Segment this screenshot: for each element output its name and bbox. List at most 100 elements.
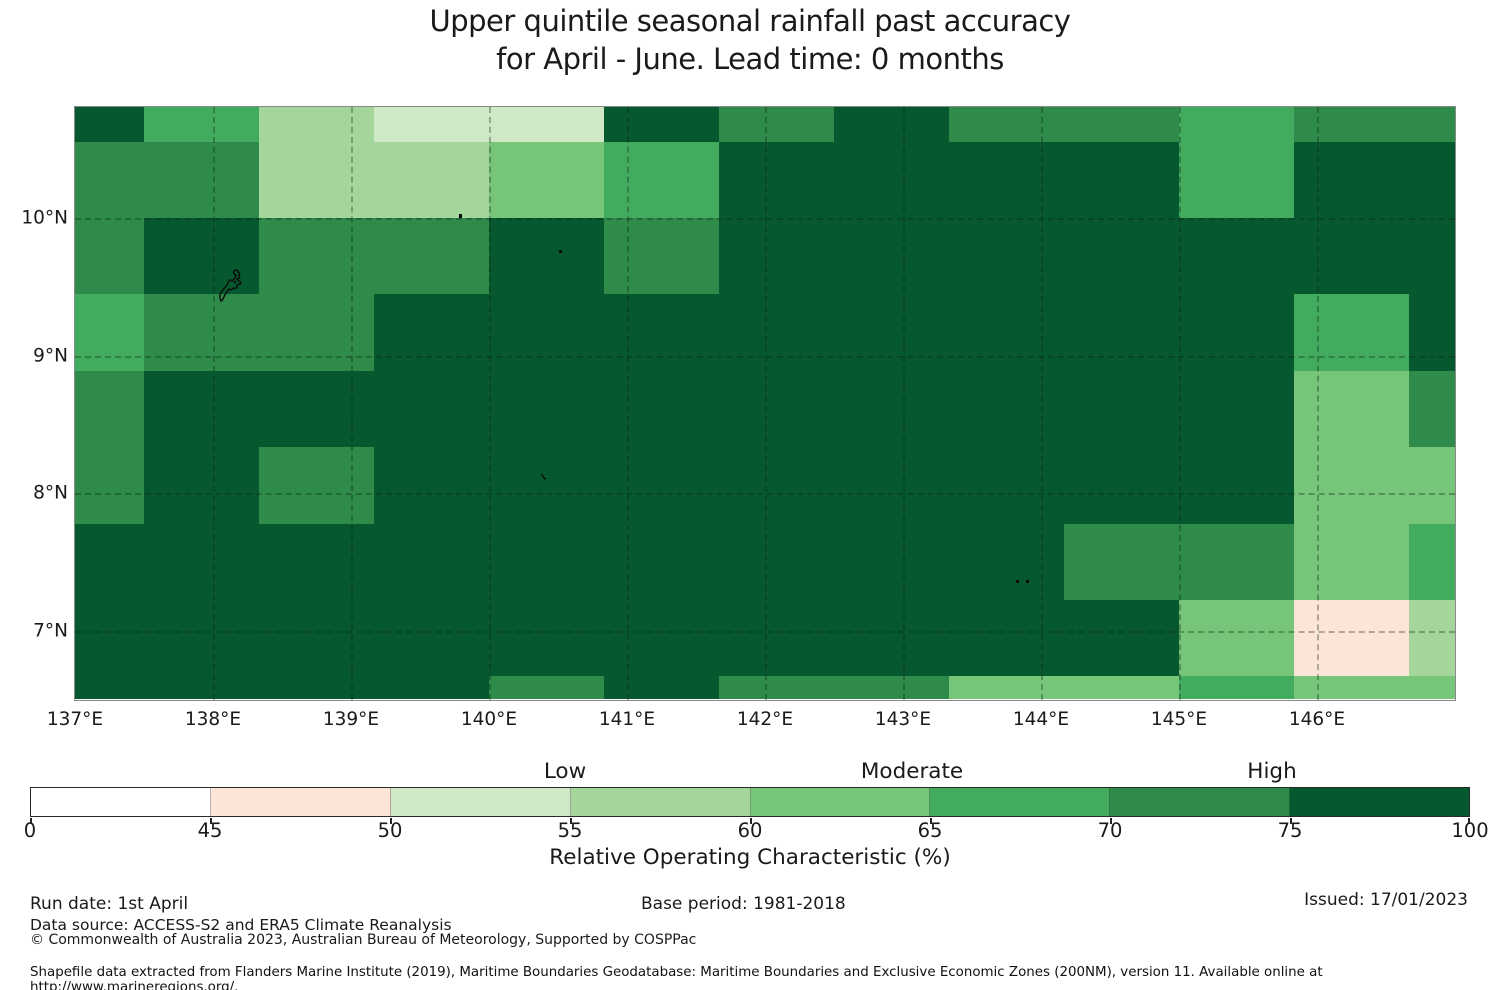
heatmap-cell [374,676,489,700]
heatmap-cell [603,106,720,142]
heatmap-cell [603,141,720,218]
heatmap-cell [1293,141,1410,218]
heatmap-cell [1409,676,1455,700]
heatmap-cell [489,370,604,448]
colorbar-tick-label: 100 [1451,819,1489,842]
heatmap-cell [144,447,259,524]
heatmap-cell [489,447,604,524]
heatmap-cell [258,523,375,600]
heatmap-cell [834,141,949,218]
y-tick-label: 9°N [33,345,68,366]
colorbar-segment [1110,788,1291,816]
colorbar-segment [570,788,751,816]
heatmap-cell [1409,447,1455,524]
heatmap-cell [1179,294,1294,371]
colorbar-segment [31,788,211,816]
heatmap-cell [258,447,375,524]
heatmap-cell [719,218,834,295]
colorbar-tick [1468,818,1470,824]
y-tick-label: 10°N [21,207,68,229]
heatmap-cell [1064,106,1179,142]
colorbar-segment [930,788,1111,816]
graticule-meridian [213,107,215,700]
heatmap-cell [1293,599,1410,677]
heatmap-cell [1179,523,1294,600]
heatmap-cell [489,676,604,700]
colorbar-tick-label: 70 [1097,819,1123,842]
heatmap-cell [144,294,259,371]
heatmap-cell [489,294,604,371]
graticule-parallel [75,630,1455,633]
colorbar-segment [750,788,931,816]
colorbar-category-label: Low [543,759,587,784]
heatmap-cell [948,141,1065,218]
heatmap-cell [258,599,375,677]
y-tick-label: 8°N [33,482,68,504]
heatmap-cell [374,523,489,600]
graticule-meridian [489,107,491,700]
colorbar-tick [1110,818,1112,824]
colorbar-tick-label: 0 [23,819,37,842]
colorbar-segment [1290,788,1469,816]
heatmap-cell [948,294,1065,371]
graticule-parallel [75,218,1455,220]
heatmap-cell [719,676,834,700]
heatmap-cell [1064,218,1179,295]
heatmap-cell [948,447,1065,524]
heatmap-cell [719,106,834,142]
colorbar-tick-label: 50 [377,819,403,842]
heatmap-cell [1179,599,1294,677]
heatmap-cell [719,599,834,677]
heatmap-cell [75,106,144,142]
heatmap-cell [75,599,144,677]
x-tick-label: 144°E [1012,709,1070,730]
heatmap-cell [1064,294,1179,371]
x-tick-label: 145°E [1150,709,1208,730]
heatmap-cell [1293,370,1410,448]
colorbar-category-label: High [1247,759,1297,784]
island-mark-small-3 [540,473,547,480]
heatmap-cell [719,294,834,371]
heatmap-cell [374,294,489,371]
graticule-meridian [765,107,767,700]
colorbar-tick [1290,818,1292,824]
heatmap-cell [144,141,259,218]
heatmap-cell [834,218,949,295]
heatmap-cell [1409,141,1455,218]
chart-title-line1: Upper quintile seasonal rainfall past ac… [429,4,1071,38]
colorbar-tick-label: 75 [1277,819,1303,842]
heatmap-cell [719,523,834,600]
colorbar-tick [750,818,752,824]
heatmap-cell [719,447,834,524]
heatmap-cell [1409,599,1455,677]
heatmap-cell [603,218,720,295]
graticule-meridian [1041,107,1043,700]
graticule-meridian [627,107,629,700]
heatmap-cell [1064,676,1179,700]
colorbar-category-label: Moderate [860,759,964,784]
y-tick-label: 7°N [33,620,68,641]
x-tick-label: 139°E [322,709,380,730]
heatmap-cell [603,599,720,677]
x-tick-label: 137°E [46,709,104,730]
heatmap-cell [374,141,489,218]
heatmap-cell [1179,447,1294,524]
x-tick-label: 141°E [598,709,656,730]
colorbar-tick [210,818,212,824]
heatmap-cell [75,141,144,218]
heatmap-cell [1293,218,1410,295]
colorbar-segment [210,788,391,816]
run-date-text: Run date: 1st April [30,894,189,914]
heatmap-cell [144,599,259,677]
copyright-text: © Commonwealth of Australia 2023, Austra… [30,932,697,948]
issued-date-text: Issued: 17/01/2023 [1304,890,1468,910]
chart-title-line2: for April - June. Lead time: 0 months [496,42,1004,76]
heatmap-cell [144,370,259,448]
heatmap-cell [1064,447,1179,524]
island-dot-small-1 [459,214,462,218]
heatmap-cell [374,447,489,524]
heatmap-cell [719,370,834,448]
colorbar-tick [930,818,932,824]
heatmap-cell [603,370,720,448]
